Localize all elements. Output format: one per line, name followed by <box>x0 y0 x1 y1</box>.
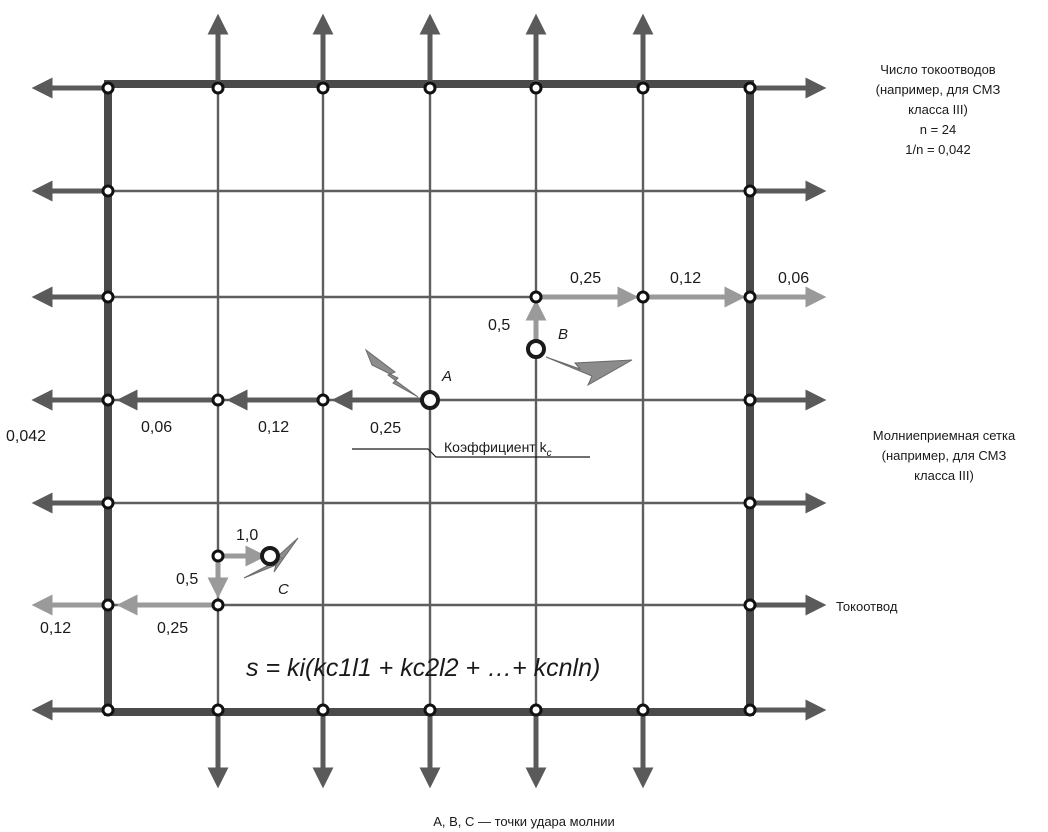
mesh-node <box>318 395 328 405</box>
mesh-node <box>745 395 755 405</box>
mesh-node <box>745 83 755 93</box>
value-row3-b: 0,12 <box>670 270 701 287</box>
coefficient-subscript: c <box>547 448 552 459</box>
mesh-node <box>531 292 541 302</box>
mesh-node <box>745 292 755 302</box>
legend-dc-line3: класса III) <box>908 102 968 117</box>
formula-text: s = ki(kc1l1 + kc2l2 + …+ kcnln) <box>246 654 600 682</box>
legend-downconductors: Число токоотводов (например, для СМЗ кла… <box>876 62 1001 157</box>
point-label-c: C <box>278 581 289 598</box>
lightning-bolt-icon-a <box>366 350 418 397</box>
mesh-node <box>638 292 648 302</box>
mesh-node <box>745 498 755 508</box>
mesh-node <box>103 395 113 405</box>
value-b-up: 0,5 <box>488 317 510 334</box>
legend-dc-line1: Число токоотводов <box>880 62 996 77</box>
legend-dc-inv: 1/n = 0,042 <box>905 142 970 157</box>
mesh-node <box>103 186 113 196</box>
mesh-node <box>318 83 328 93</box>
lightning-bolts <box>244 350 632 578</box>
legend-dc-line2: (например, для СМЗ <box>876 82 1001 97</box>
value-row3-c: 0,06 <box>778 270 809 287</box>
value-c-right: 1,0 <box>236 527 258 544</box>
mesh-node <box>531 705 541 715</box>
mesh-node <box>103 705 113 715</box>
mesh-node <box>103 83 113 93</box>
legend-mesh-line3: класса III) <box>914 468 974 483</box>
value-row4-b: 0,12 <box>258 419 289 436</box>
value-row3-a: 0,25 <box>570 270 601 287</box>
strike-point-c <box>262 548 278 564</box>
mesh-node <box>745 186 755 196</box>
value-row6-b: 0,12 <box>40 620 71 637</box>
legend-mesh-line1: Молниеприемная сетка <box>873 428 1016 443</box>
formula: s = ki(kc1l1 + kc2l2 + …+ kcnln) <box>246 654 600 682</box>
mesh-node <box>745 705 755 715</box>
legend-dc-n: n = 24 <box>920 122 957 137</box>
point-label-a: A <box>441 368 452 385</box>
mesh-node <box>213 705 223 715</box>
mesh-node <box>213 83 223 93</box>
mesh-node <box>425 705 435 715</box>
legend-mesh-line2: (например, для СМЗ <box>882 448 1007 463</box>
caption: А, В, С — точки удара молнии <box>433 814 615 829</box>
lightning-bolt-icon-b <box>546 357 632 385</box>
legend-downconductor-label: Токоотвод <box>836 599 898 614</box>
mesh-node <box>531 83 541 93</box>
value-row4-outer: 0,042 <box>6 428 46 445</box>
mesh-node <box>213 395 223 405</box>
mesh-node <box>638 705 648 715</box>
strike-point-b <box>528 341 544 357</box>
mesh-node <box>213 551 223 561</box>
strike-point-a <box>422 392 438 408</box>
mesh-node <box>638 83 648 93</box>
mesh-node <box>103 600 113 610</box>
legend-mesh: Молниеприемная сетка (например, для СМЗ … <box>873 428 1016 483</box>
value-c-down: 0,5 <box>176 571 198 588</box>
value-row4-a: 0,06 <box>141 419 172 436</box>
value-row4-c: 0,25 <box>370 420 401 437</box>
mesh-node <box>318 705 328 715</box>
mesh-node <box>103 292 113 302</box>
mesh-node <box>425 83 435 93</box>
value-row6-a: 0,25 <box>157 620 188 637</box>
mesh-node <box>745 600 755 610</box>
mesh-node <box>103 498 113 508</box>
point-label-b: B <box>558 326 568 343</box>
mesh-node <box>213 600 223 610</box>
